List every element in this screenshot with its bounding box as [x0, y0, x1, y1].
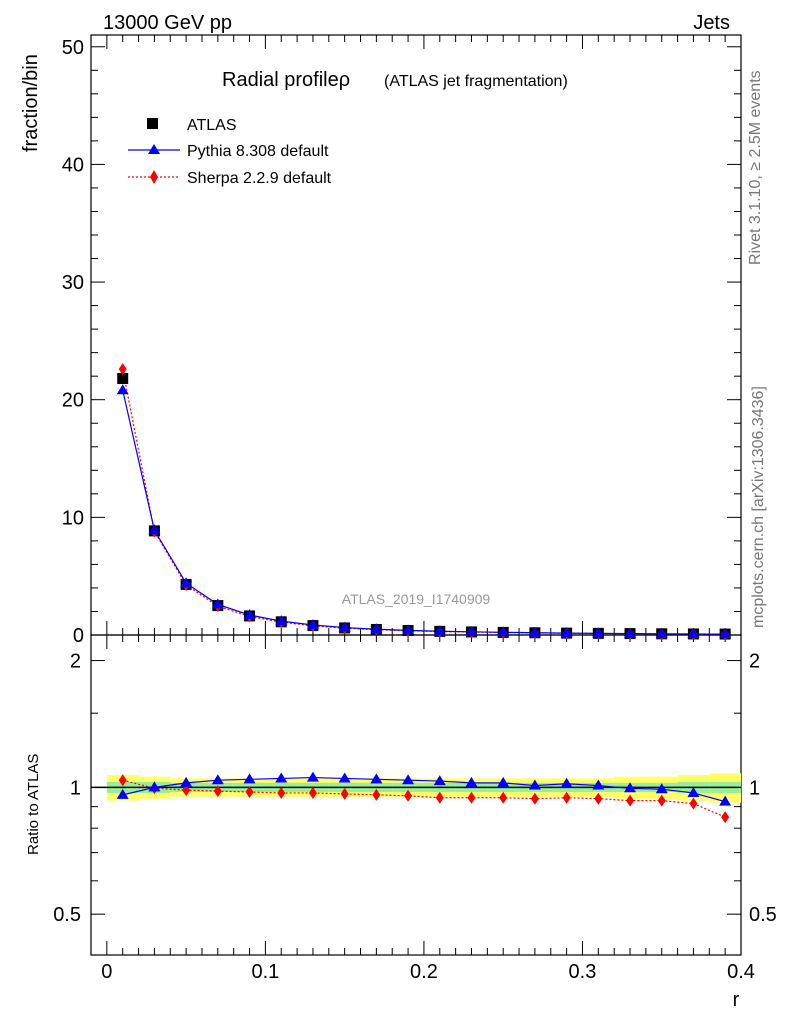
ratio-pythia-point — [275, 772, 288, 783]
pythia-point — [370, 623, 383, 634]
ratio-sherpa-point — [721, 811, 730, 824]
ratio-sherpa-point — [657, 794, 666, 807]
x-axis-label: r — [733, 989, 740, 1011]
legend-sherpa-label: Sherpa 2.2.9 default — [187, 170, 332, 187]
pythia-point — [592, 627, 605, 638]
ratio-pythia-point — [655, 783, 668, 794]
pythia-point — [306, 619, 319, 629]
ratio-sherpa-point — [689, 797, 698, 810]
ratio-pythia-point — [148, 781, 161, 792]
analysis-id: ATLAS_2019_I1740909 — [342, 591, 491, 607]
pythia-point — [624, 627, 637, 638]
ratio-sherpa-point — [277, 786, 286, 799]
ratio-pythia-point — [560, 777, 573, 788]
main-y-tick-label: 30 — [62, 272, 84, 294]
legend-pythia-label: Pythia 8.308 default — [187, 143, 329, 160]
ratio-y-tick-label-right: 2 — [749, 651, 760, 673]
legend-atlas-label: ATLAS — [187, 117, 237, 134]
x-tick-label: 0.4 — [727, 961, 755, 983]
x-tick-label: 0.1 — [251, 961, 279, 983]
ratio-sherpa-point — [626, 794, 635, 807]
pythia-point — [116, 384, 129, 395]
x-tick-label: 0.3 — [569, 961, 597, 983]
rivet-label: Rivet 3.1.10, ≥ 2.5M events — [747, 70, 764, 265]
ratio-pythia-point — [624, 782, 637, 793]
ratio-y-tick-label-right: 0.5 — [749, 904, 777, 926]
pythia-point — [433, 625, 446, 636]
ratio-sherpa-point — [213, 785, 222, 798]
ratio-y-tick-label-right: 1 — [749, 777, 760, 799]
sherpa-point — [118, 363, 127, 376]
ratio-pythia-point — [719, 795, 732, 806]
ratio-sherpa-point — [530, 792, 539, 805]
ratio-y-label: Ratio to ATLAS — [25, 754, 42, 855]
ratio-sherpa-point — [499, 791, 508, 804]
ratio-pythia-line — [122, 776, 726, 803]
ratio-sherpa-point — [372, 788, 381, 801]
ratio-pythia-point — [338, 772, 351, 783]
ratio-sherpa-point — [245, 786, 254, 799]
pythia-point — [402, 624, 415, 635]
ratio-pythia-point — [402, 774, 415, 785]
ratio-pythia-point — [180, 776, 193, 787]
main-y-label: fraction/bin — [20, 54, 42, 152]
main-y-tick-label: 20 — [62, 390, 84, 412]
ratio-sherpa-point — [340, 787, 349, 800]
ratio-pythia-point — [433, 775, 446, 786]
ratio-pythia-point — [687, 786, 700, 797]
pythia-point — [243, 609, 256, 619]
header-left: 13000 GeV pp — [103, 12, 232, 34]
x-tick-label: 0 — [101, 961, 112, 983]
ratio-sherpa-point — [308, 786, 317, 799]
ratio-sherpa-line — [122, 779, 726, 818]
ratio-sherpa-point — [435, 791, 444, 804]
legend-atlas-marker — [147, 118, 158, 129]
ratio-pythia-point — [528, 779, 541, 790]
ratio-sherpa-point — [594, 792, 603, 805]
pythia-point — [528, 626, 541, 637]
legend-pythia-marker — [148, 144, 160, 154]
pythia-point — [180, 577, 193, 588]
ratio-pythia-point — [592, 779, 605, 790]
atlas-point — [117, 373, 129, 385]
pythia-point — [465, 625, 478, 636]
ratio-y-tick-label: 2 — [70, 651, 81, 673]
main-y-tick-label: 50 — [62, 37, 84, 59]
ratio-pythia-point — [116, 788, 129, 799]
ratio-sherpa-point — [404, 789, 413, 802]
mcplots-label: mcplots.cern.ch [arXiv:1306.3436] — [750, 386, 767, 628]
pythia-point — [338, 621, 351, 632]
chart-title: Radial profileρ — [222, 69, 350, 91]
pythia-point — [687, 627, 700, 638]
ratio-pythia-point — [211, 774, 224, 785]
header-right: Jets — [693, 12, 730, 34]
main-y-tick-label: 0 — [73, 625, 84, 647]
pythia-point — [275, 615, 288, 626]
ratio-pythia-point — [243, 773, 256, 784]
main-y-tick-label: 10 — [62, 507, 84, 529]
ratio-sherpa-point — [562, 791, 571, 804]
pythia-point — [148, 524, 161, 535]
legend-sherpa-marker — [150, 170, 158, 184]
ratio-y-tick-label: 1 — [70, 777, 81, 799]
ratio-pythia-point — [370, 773, 383, 784]
ratio-sherpa-point — [182, 784, 191, 797]
pythia-point — [211, 598, 224, 609]
x-tick-label: 0.2 — [410, 961, 438, 983]
main-y-tick-label: 40 — [62, 154, 84, 176]
chart-subtitle: (ATLAS jet fragmentation) — [384, 73, 568, 90]
ratio-sherpa-point — [467, 791, 476, 804]
pythia-point — [497, 626, 510, 637]
pythia-point — [719, 628, 732, 639]
ratio-pythia-point — [465, 776, 478, 787]
ratio-sherpa-point — [118, 774, 127, 787]
ratio-y-tick-label: 0.5 — [53, 904, 81, 926]
ratio-pythia-point — [306, 771, 319, 782]
pythia-point — [560, 627, 573, 638]
pythia-point — [655, 627, 668, 638]
ratio-pythia-point — [497, 776, 510, 787]
